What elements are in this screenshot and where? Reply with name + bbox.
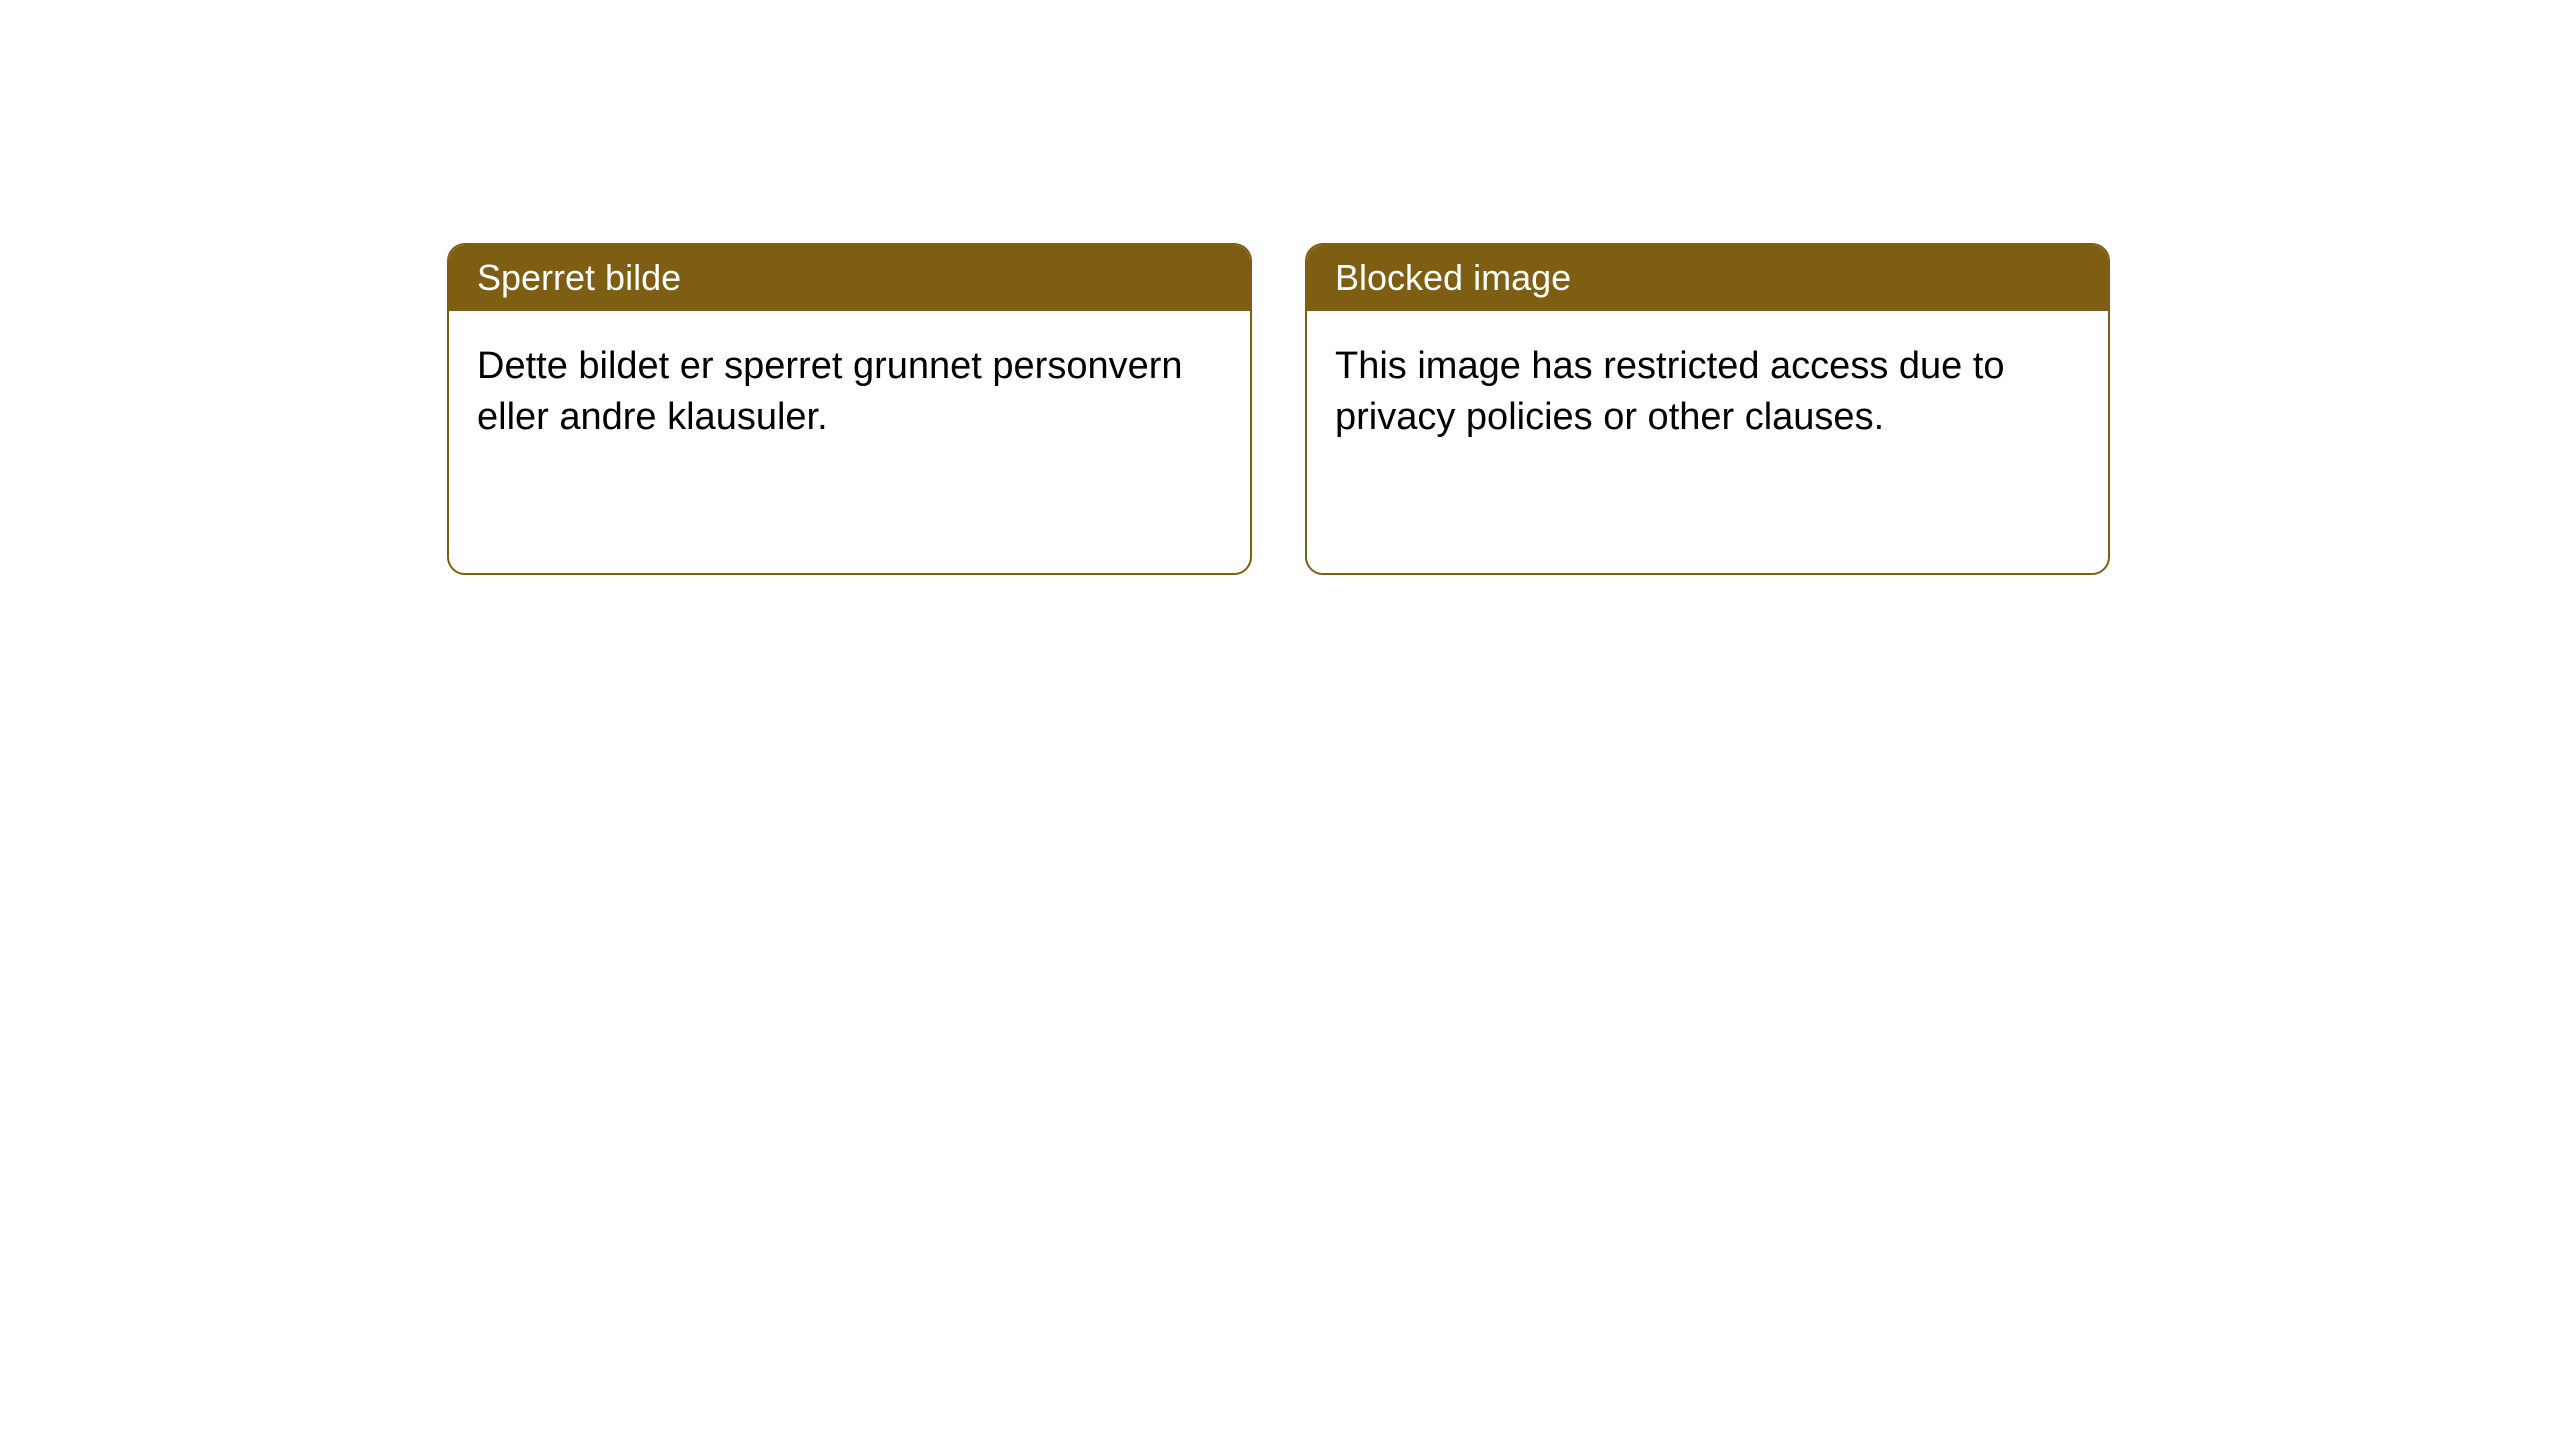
notice-header: Sperret bilde: [449, 245, 1250, 311]
notice-box-english: Blocked image This image has restricted …: [1305, 243, 2110, 575]
notice-header: Blocked image: [1307, 245, 2108, 311]
notice-body: This image has restricted access due to …: [1307, 311, 2108, 474]
notice-container: Sperret bilde Dette bildet er sperret gr…: [447, 243, 2110, 575]
notice-body: Dette bildet er sperret grunnet personve…: [449, 311, 1250, 474]
notice-box-norwegian: Sperret bilde Dette bildet er sperret gr…: [447, 243, 1252, 575]
